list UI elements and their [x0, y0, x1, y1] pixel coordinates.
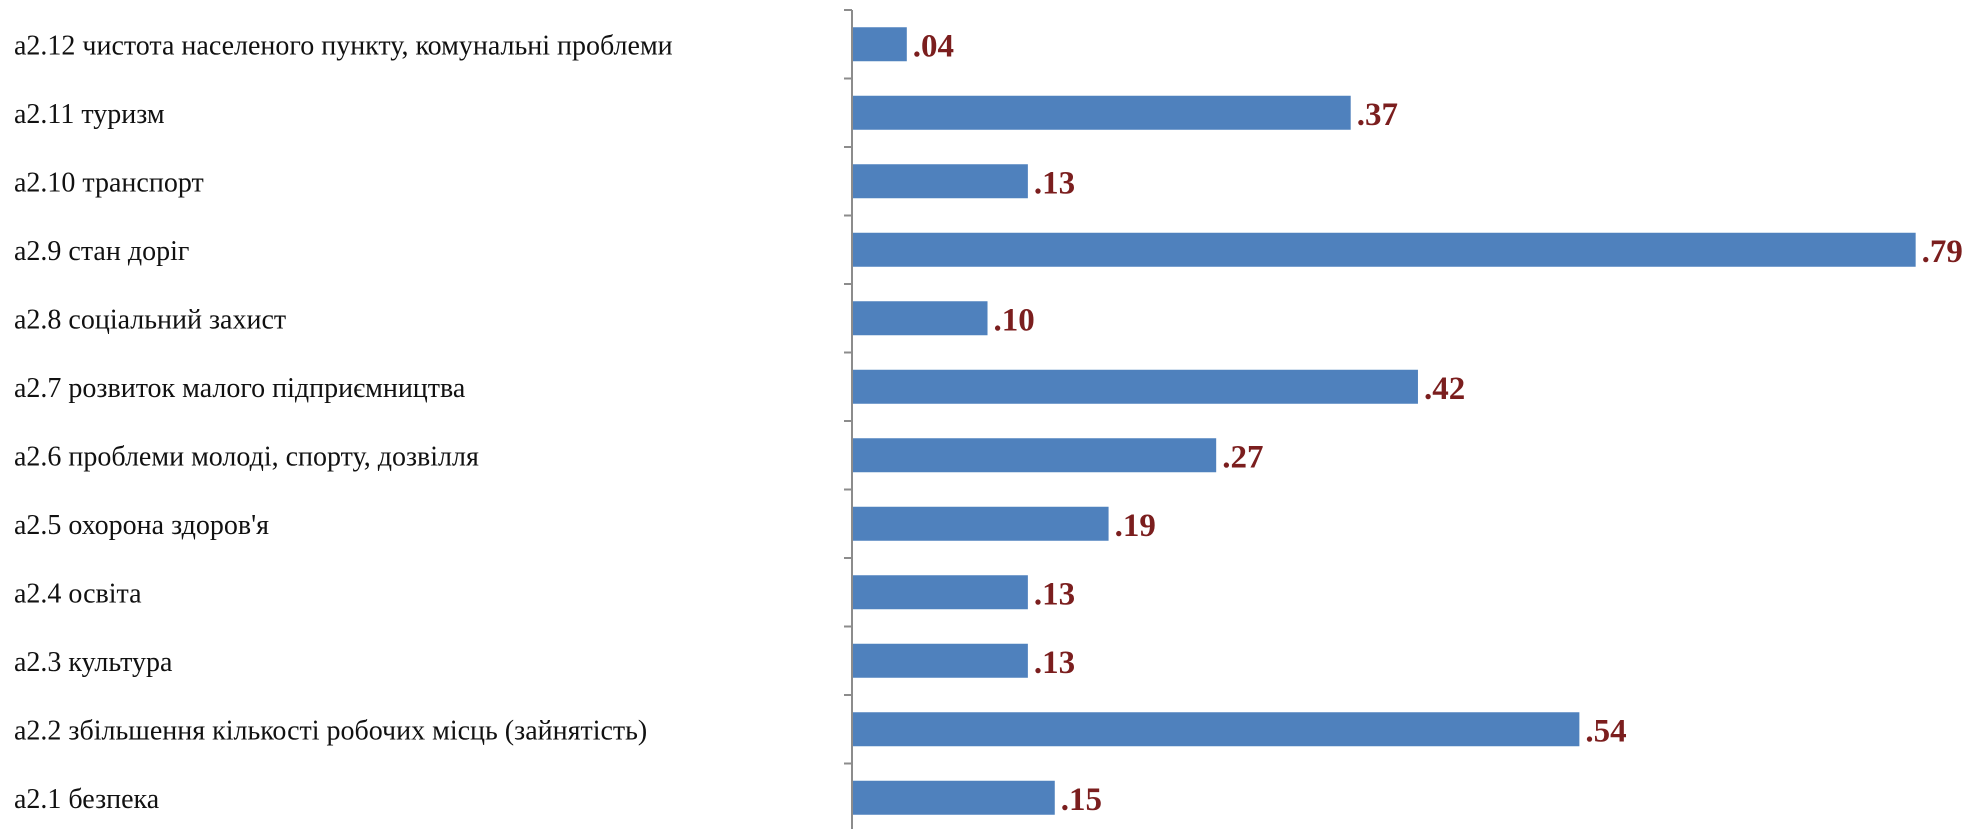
category-label: a2.11 туризм	[14, 99, 165, 130]
data-label: .13	[1034, 645, 1075, 681]
axis-ticks	[844, 9, 852, 765]
category-label: a2.12 чистота населеного пункту, комунал…	[14, 30, 673, 61]
bar	[853, 438, 1217, 473]
bar	[853, 643, 1028, 678]
data-label: .13	[1034, 165, 1075, 201]
category-label: a2.4 освіта	[14, 578, 142, 609]
category-label: a2.10 транспорт	[14, 167, 204, 198]
data-label: .27	[1222, 439, 1263, 475]
category-label: a2.2 збільшення кількості робочих місць …	[14, 715, 647, 746]
bar	[853, 712, 1580, 747]
bar	[853, 506, 1109, 541]
data-label: .42	[1424, 371, 1465, 407]
bar	[853, 164, 1028, 199]
category-label: a2.7 розвиток малого підприємництва	[14, 373, 466, 404]
data-label: .54	[1585, 713, 1626, 749]
data-label: .13	[1034, 576, 1075, 612]
value-labels: .04 .37 .13 .79 .10 .42 .27 .19 .13 .13 .54 .15	[913, 28, 1963, 818]
category-label: a2.9 стан доріг	[14, 236, 189, 267]
data-label: .15	[1061, 782, 1102, 818]
bar	[853, 27, 907, 62]
bar	[853, 232, 1916, 267]
category-label: a2.1 безпека	[14, 784, 160, 815]
bar	[853, 301, 988, 336]
data-label: .37	[1357, 97, 1398, 133]
bar	[853, 95, 1351, 130]
data-label: .79	[1922, 234, 1963, 270]
category-label: a2.6 проблеми молоді, спорту, дозвілля	[14, 441, 479, 472]
bar	[853, 575, 1028, 610]
data-label: .10	[994, 302, 1035, 338]
category-label: a2.8 соціальний захист	[14, 304, 286, 335]
data-label: .19	[1115, 508, 1156, 544]
bar	[853, 369, 1418, 404]
bar	[853, 780, 1055, 815]
category-label: a2.3 культура	[14, 647, 173, 678]
bars	[853, 27, 1916, 815]
category-label: a2.5 охорона здоров'я	[14, 510, 269, 541]
category-labels: a2.12 чистота населеного пункту, комунал…	[14, 30, 673, 815]
data-label: .04	[913, 28, 954, 64]
